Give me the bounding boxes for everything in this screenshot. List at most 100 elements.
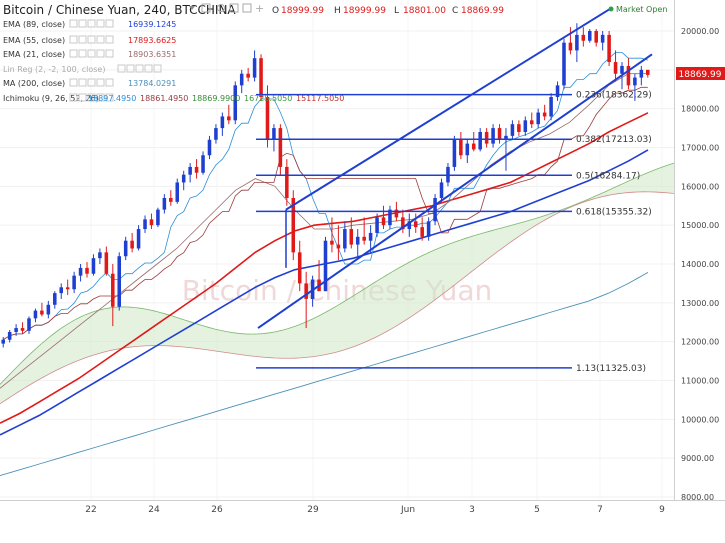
candle-body: [14, 328, 18, 332]
candle: [1, 337, 5, 348]
candle-body: [343, 229, 347, 249]
x-tick-label: 22: [85, 505, 96, 515]
legend-action-icon: [69, 49, 78, 58]
candle: [117, 252, 122, 311]
legend-action-icon: [69, 35, 78, 44]
candle: [259, 54, 263, 101]
candles: [1, 23, 650, 348]
x-tick-label: Jun: [400, 505, 415, 515]
candle: [355, 229, 360, 257]
candle-body: [330, 240, 334, 245]
title-chevron-down-icon[interactable]: [189, 6, 195, 10]
candle-body: [607, 34, 611, 63]
legend-action-icon: [144, 64, 153, 73]
chart-header: Bitcoin / Chinese Yuan, 240, BTCCHINA + …: [3, 2, 667, 17]
candle-body: [478, 131, 482, 150]
fib-levels: 0.236(18362.29) 0.382(17213.03) 0.5(16284.…: [256, 91, 652, 374]
y-tick-label: 11000.00: [681, 377, 719, 386]
candle-body: [46, 304, 51, 315]
legend-action-icon: [96, 78, 105, 87]
candle-body: [259, 58, 263, 98]
legend-action-icon: [153, 64, 162, 73]
candle-body: [504, 135, 508, 140]
candle: [439, 178, 444, 202]
candle-body: [272, 128, 276, 140]
ohlc-o-label: O: [272, 6, 279, 16]
candle: [201, 151, 205, 175]
candle-body: [452, 139, 457, 167]
header-toolbar-icons[interactable]: +: [201, 2, 264, 15]
candle-body: [587, 31, 592, 41]
candle-body: [20, 328, 25, 331]
legend-label: Lin Reg (2, -2, 100, close): [3, 65, 105, 74]
candle-body: [529, 120, 534, 125]
candle-body: [207, 139, 212, 156]
legend-action-icon: [105, 78, 114, 87]
candle: [33, 308, 38, 323]
candle-body: [633, 77, 637, 86]
candle: [343, 221, 347, 253]
candle-body: [149, 219, 154, 226]
candle-body: [465, 143, 470, 156]
candle-body: [285, 166, 289, 198]
legend-label: EMA (89, close): [3, 20, 65, 29]
legend-action-icon: [78, 78, 87, 87]
candle: [568, 27, 573, 55]
candle: [285, 159, 289, 206]
candle-body: [336, 244, 341, 249]
x-tick-label: 29: [307, 505, 319, 515]
legend-value: 18861.4950: [140, 94, 188, 103]
candle: [156, 207, 160, 228]
candle: [304, 271, 308, 329]
legend-action-icon: [69, 19, 78, 28]
candle-body: [194, 166, 199, 173]
candle: [78, 264, 83, 282]
candle: [633, 73, 637, 101]
candle-body: [123, 240, 128, 257]
plot-background: [0, 0, 674, 500]
candle: [420, 217, 424, 241]
candle-body: [78, 267, 83, 276]
candle-body: [227, 116, 231, 121]
candle-body: [201, 155, 205, 173]
candle: [542, 104, 547, 121]
candle-body: [600, 34, 605, 43]
candle-body: [7, 331, 12, 340]
candle: [465, 139, 470, 164]
candle: [278, 124, 283, 175]
legend-action-icon: [78, 35, 87, 44]
candle-body: [381, 217, 386, 226]
candle-body: [169, 197, 173, 202]
candle: [426, 217, 431, 241]
candle: [555, 81, 560, 101]
y-axis[interactable]: 20000.0019000.0018000.0017000.0016000.00…: [681, 27, 719, 502]
candle: [452, 135, 457, 171]
legend-action-icon: [87, 19, 96, 28]
candle: [136, 225, 141, 251]
candle-body: [98, 252, 102, 259]
candle-body: [459, 139, 463, 156]
x-tick-label: 5: [534, 505, 540, 515]
legend-action-icon: [117, 64, 126, 73]
candle: [349, 217, 354, 249]
candle: [130, 232, 134, 253]
candle: [336, 225, 341, 261]
fib-label-0.5: 0.5(16284.17): [576, 171, 640, 181]
x-axis[interactable]: 22 24 26 29 Jun 3 5 7 9: [85, 505, 665, 515]
candle: [646, 69, 650, 78]
candle-body: [117, 256, 122, 307]
legend-action-icon: [96, 19, 105, 28]
fib-label-0.236: 0.236(18362.29): [576, 91, 652, 101]
candle: [504, 128, 508, 171]
candle-body: [575, 34, 579, 51]
candle: [497, 124, 502, 144]
candle: [14, 324, 18, 336]
x-tick-label: 24: [148, 505, 160, 515]
candle: [272, 124, 276, 152]
candle: [169, 190, 173, 206]
candle: [459, 131, 463, 160]
candle-body: [471, 143, 476, 150]
candle-body: [181, 174, 186, 183]
candle: [59, 283, 64, 299]
candle-body: [188, 166, 192, 175]
